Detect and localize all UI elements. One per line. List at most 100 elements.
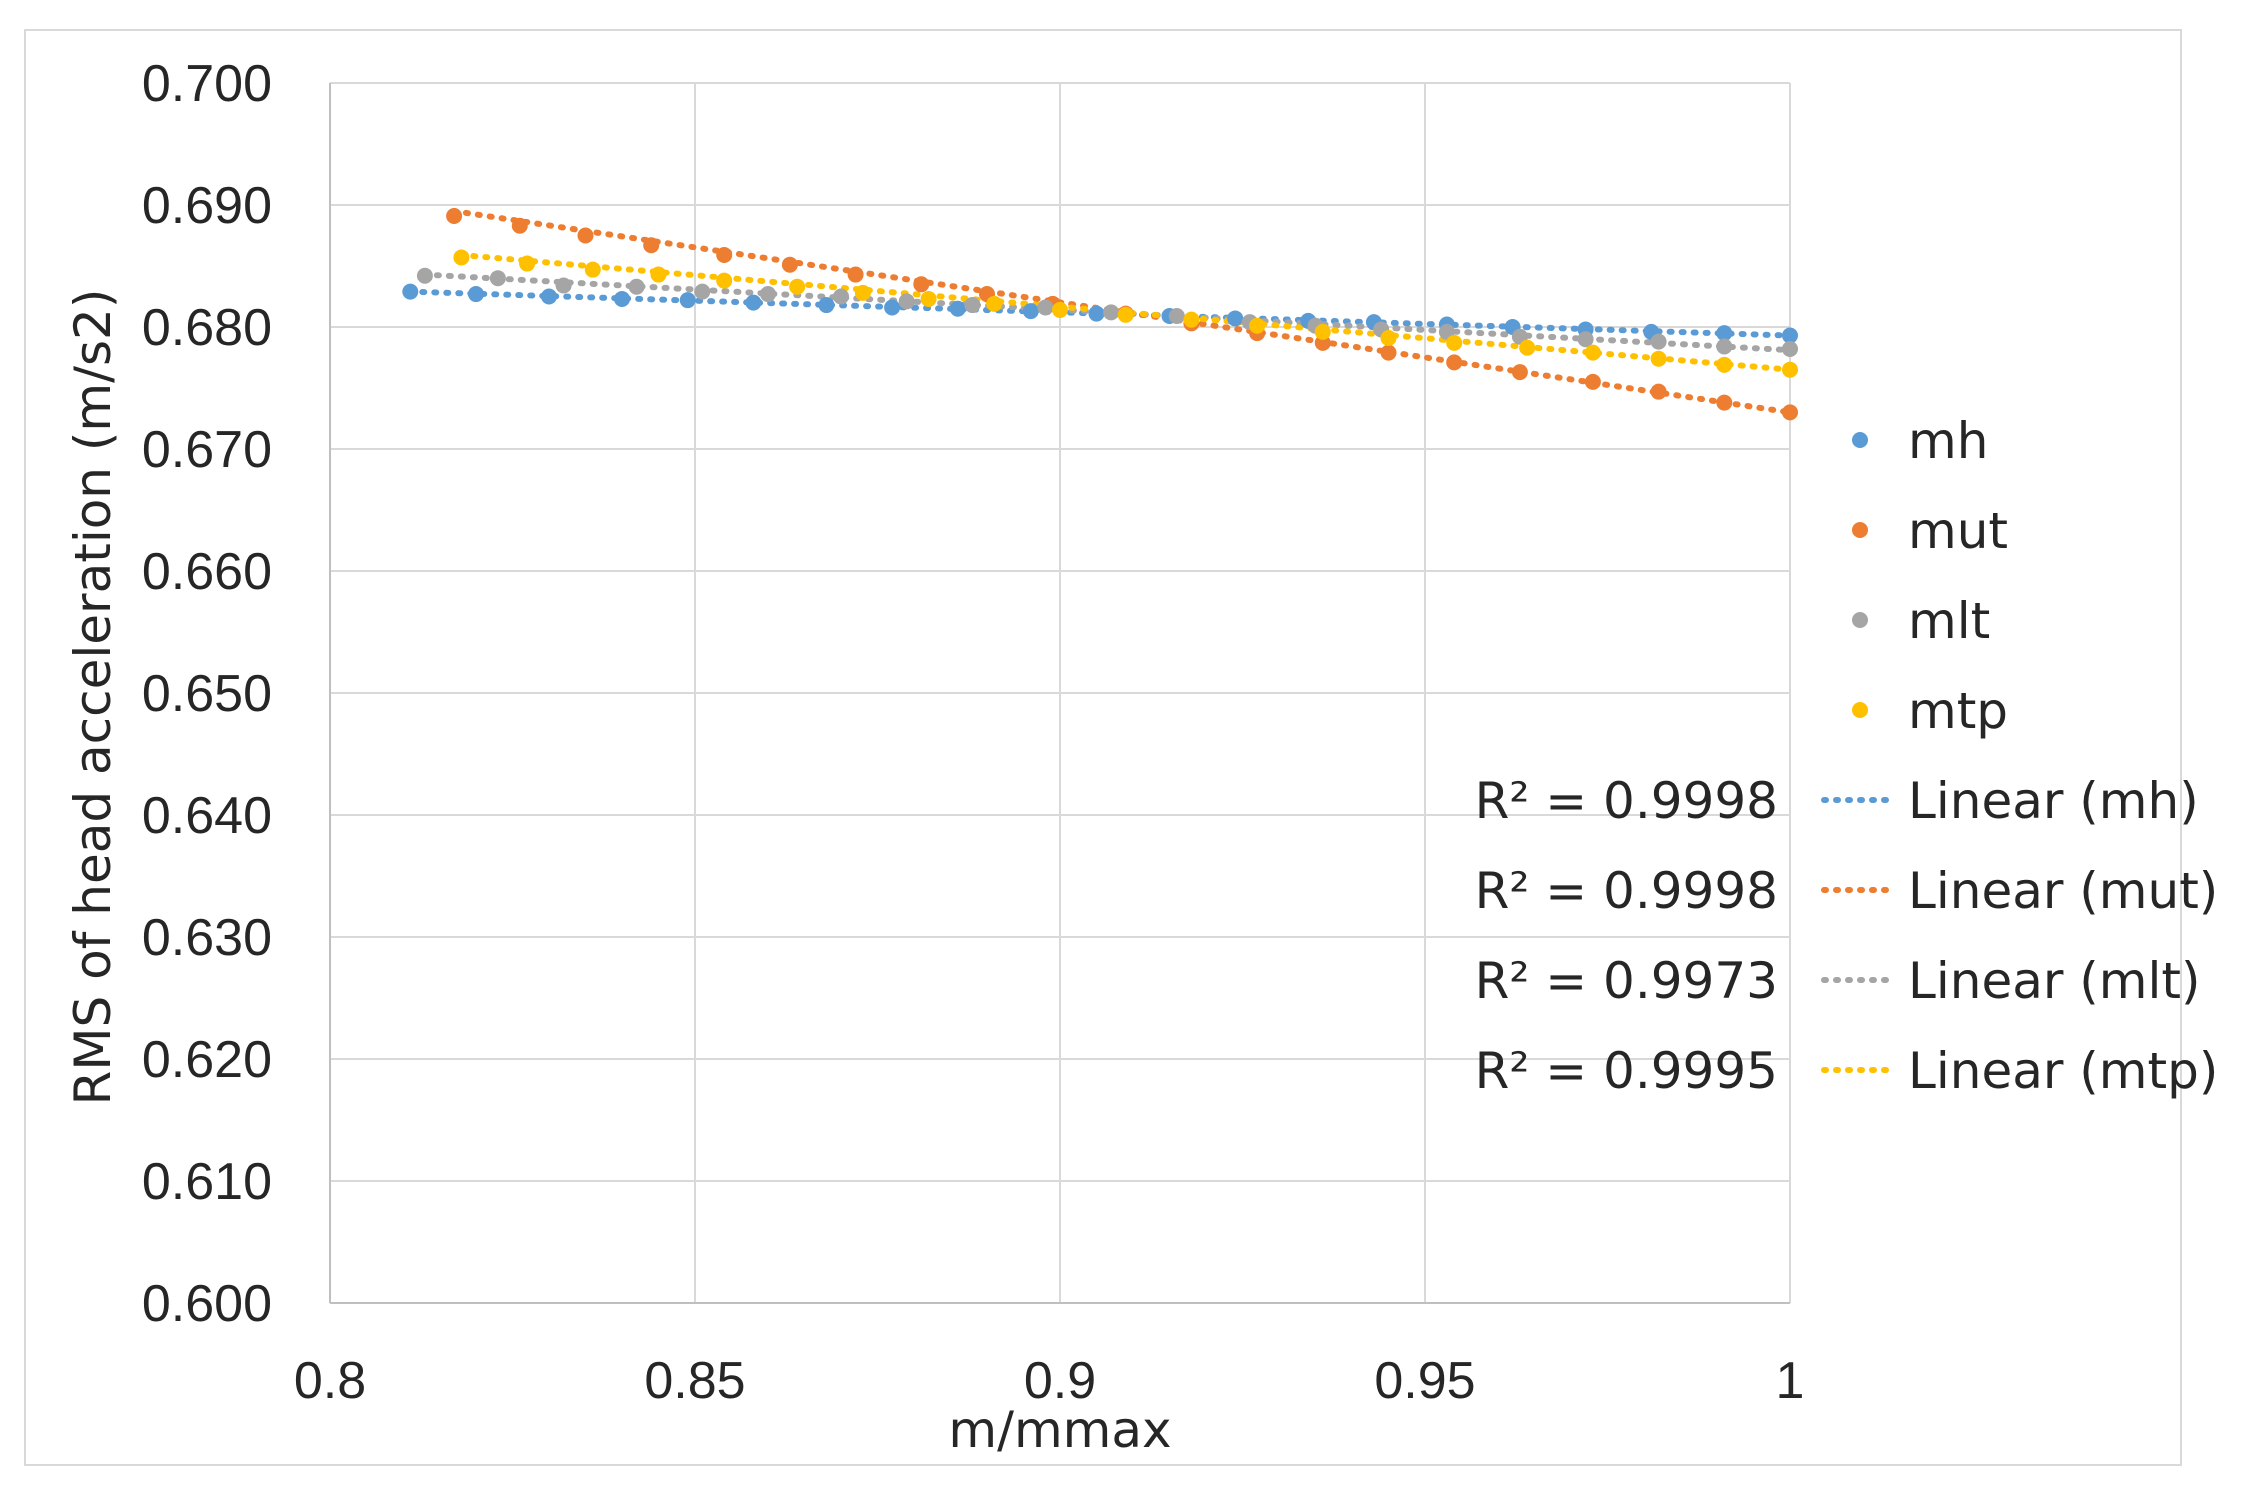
point-mut bbox=[511, 217, 528, 234]
point-mlt bbox=[1577, 331, 1594, 348]
point-mtp bbox=[1052, 301, 1068, 318]
legend-trend-label-mlt: Linear (mlt) bbox=[1908, 952, 2201, 1010]
point-mut bbox=[1716, 394, 1733, 411]
legend-marker-mh bbox=[1852, 432, 1868, 448]
point-mtp bbox=[584, 261, 601, 278]
point-mlt bbox=[1782, 340, 1798, 357]
r2-label-mtp: R² = 0.9995 bbox=[1475, 1042, 1778, 1100]
point-mtp bbox=[716, 272, 733, 289]
point-mlt bbox=[1037, 299, 1054, 316]
gridlines bbox=[330, 82, 1791, 1303]
point-mlt bbox=[964, 297, 981, 314]
y-tick-label: 0.630 bbox=[142, 909, 272, 967]
point-mut bbox=[1314, 334, 1331, 351]
point-mlt bbox=[489, 270, 506, 287]
point-mh bbox=[614, 290, 630, 307]
point-mut bbox=[1782, 404, 1798, 421]
point-mtp bbox=[789, 278, 806, 295]
point-mut bbox=[716, 247, 733, 264]
y-tick-label: 0.660 bbox=[142, 543, 272, 601]
r2-label-mlt: R² = 0.9973 bbox=[1475, 952, 1778, 1010]
point-mut bbox=[913, 276, 930, 293]
point-mlt bbox=[694, 283, 711, 300]
point-mtp bbox=[1716, 356, 1733, 373]
x-tick-label: 0.9 bbox=[1024, 1352, 1096, 1410]
y-tick-label: 0.680 bbox=[142, 299, 272, 357]
y-tick-label: 0.700 bbox=[142, 55, 272, 113]
point-mlt bbox=[1650, 333, 1667, 350]
point-mtp bbox=[1183, 311, 1200, 328]
point-mlt bbox=[760, 286, 776, 303]
point-mlt bbox=[898, 293, 915, 310]
point-mlt bbox=[628, 278, 645, 295]
legend: mh mut mlt mtp R² = 0.9998 Linear (mh) R² = 0.… bbox=[1475, 412, 2219, 1100]
point-mut bbox=[643, 237, 660, 254]
legend-trend-label-mh: Linear (mh) bbox=[1908, 772, 2199, 830]
legend-marker-mtp bbox=[1852, 702, 1868, 718]
x-tick-labels: 0.8 0.85 0.9 0.95 1 bbox=[294, 1352, 1805, 1410]
y-tick-label: 0.640 bbox=[142, 787, 272, 845]
point-mh bbox=[949, 300, 966, 317]
point-mut bbox=[1584, 373, 1601, 390]
point-mh bbox=[1716, 325, 1733, 342]
point-mut bbox=[1380, 344, 1397, 361]
y-tick-label: 0.610 bbox=[142, 1153, 272, 1211]
point-mtp bbox=[1249, 317, 1266, 334]
point-mh bbox=[468, 286, 484, 303]
r2-label-mut: R² = 0.9998 bbox=[1475, 862, 1778, 920]
y-tick-label: 0.690 bbox=[142, 177, 272, 235]
legend-label-mh: mh bbox=[1908, 412, 1988, 470]
point-mh bbox=[679, 292, 696, 309]
point-mh bbox=[818, 297, 835, 314]
point-mlt bbox=[555, 277, 572, 294]
point-mh bbox=[402, 283, 419, 300]
y-tick-labels: 0.600 0.610 0.620 0.630 0.640 0.650 0.660 0.670… bbox=[142, 55, 272, 1333]
r2-label-mh: R² = 0.9998 bbox=[1475, 772, 1778, 830]
point-mlt bbox=[833, 288, 849, 305]
axes bbox=[329, 83, 1790, 1304]
point-mtp bbox=[854, 284, 871, 301]
x-tick-label: 0.8 bbox=[294, 1352, 366, 1410]
chart-area bbox=[24, 29, 2182, 1466]
legend-label-mtp: mtp bbox=[1908, 682, 2008, 740]
x-tick-label: 0.95 bbox=[1374, 1352, 1475, 1410]
point-mtp bbox=[1380, 329, 1397, 346]
y-axis-title: RMS of head acceleration (m/s2) bbox=[64, 289, 122, 1106]
point-mut bbox=[1511, 364, 1528, 381]
point-mtp bbox=[986, 295, 1003, 312]
point-mlt bbox=[1716, 338, 1733, 355]
point-mlt bbox=[1168, 308, 1185, 325]
x-tick-label: 0.85 bbox=[644, 1352, 745, 1410]
point-mh bbox=[884, 299, 901, 316]
point-mtp bbox=[519, 255, 536, 272]
legend-label-mut: mut bbox=[1908, 502, 2008, 560]
point-mh bbox=[1088, 305, 1105, 322]
trendline-mh bbox=[407, 288, 1793, 339]
point-mtp bbox=[453, 249, 470, 266]
point-mtp bbox=[1314, 323, 1331, 340]
point-mtp bbox=[1584, 344, 1601, 361]
point-mut bbox=[781, 256, 798, 273]
y-tick-label: 0.650 bbox=[142, 665, 272, 723]
point-mtp bbox=[1650, 350, 1667, 367]
point-mh bbox=[541, 288, 557, 305]
point-mh bbox=[1782, 327, 1798, 344]
point-mut bbox=[1446, 354, 1463, 371]
data-points bbox=[402, 207, 1798, 421]
legend-marker-mut bbox=[1852, 522, 1868, 538]
legend-label-mlt: mlt bbox=[1908, 592, 1990, 650]
point-mh bbox=[745, 294, 762, 311]
point-mtp bbox=[1117, 306, 1134, 323]
y-tick-label: 0.670 bbox=[142, 421, 272, 479]
legend-marker-mlt bbox=[1852, 612, 1868, 628]
point-mut bbox=[1650, 383, 1667, 400]
point-mtp bbox=[1782, 361, 1798, 378]
point-mlt bbox=[1103, 304, 1120, 321]
point-mut bbox=[847, 266, 864, 283]
point-mtp bbox=[1519, 339, 1536, 356]
point-mtp bbox=[1446, 334, 1463, 351]
x-tick-label: 1 bbox=[1776, 1352, 1805, 1410]
y-tick-label: 0.620 bbox=[142, 1031, 272, 1089]
point-mut bbox=[577, 227, 594, 244]
